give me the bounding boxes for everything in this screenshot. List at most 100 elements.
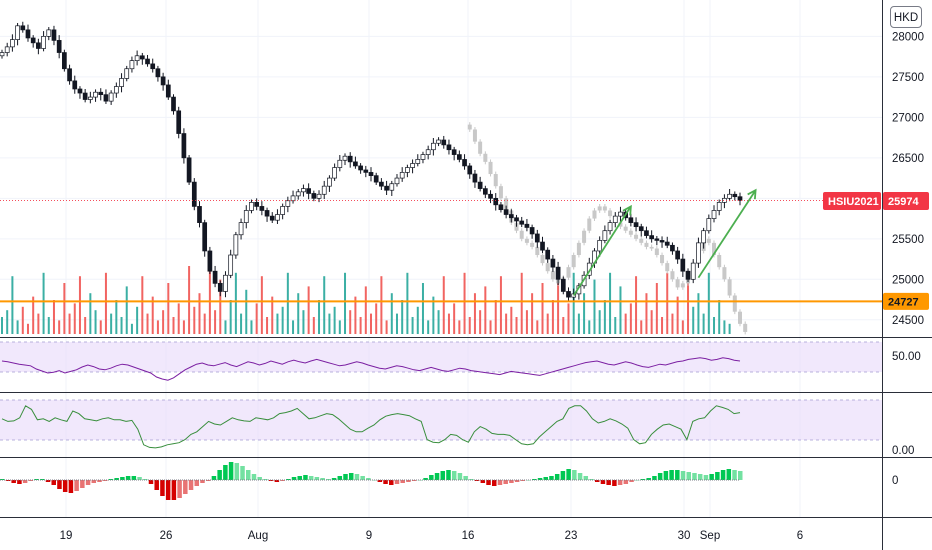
histogram-bar <box>629 480 634 482</box>
candle-body <box>540 241 545 251</box>
candle-body <box>223 274 228 292</box>
histogram-bar <box>354 474 360 480</box>
volume-bar <box>583 293 586 334</box>
candle-body <box>249 202 254 211</box>
candle-body <box>108 92 114 102</box>
volume-bar <box>671 313 674 334</box>
price-candles[interactable] <box>0 21 743 302</box>
candle-body <box>139 55 145 60</box>
candle-body <box>20 25 26 31</box>
candle-body <box>327 177 332 187</box>
grey-candle <box>738 311 742 324</box>
candle-body <box>301 188 306 193</box>
hist-axis-label: 0 <box>892 475 898 487</box>
volume-bar <box>728 323 731 334</box>
histogram-bar <box>606 480 611 485</box>
volume-bar <box>557 276 560 334</box>
histogram-bar <box>726 469 732 480</box>
osc2-axis-label: 0.00 <box>892 445 914 457</box>
histogram-bar <box>446 470 451 480</box>
candle-body <box>701 230 706 244</box>
candle-body <box>347 155 353 163</box>
candle-body <box>399 172 405 179</box>
volume-bar <box>203 313 206 334</box>
volume-bar <box>162 310 165 334</box>
candle-body <box>545 249 551 260</box>
grey-candle <box>618 222 623 227</box>
time-axis[interactable]: 19 26 Aug 9 16 23 30 Sep 6 <box>60 530 804 542</box>
grey-candle <box>576 242 581 256</box>
volume-bar <box>650 310 653 334</box>
grey-candle <box>717 255 722 268</box>
volume-bar <box>16 320 19 334</box>
histogram-bar <box>80 480 85 488</box>
volume-bar <box>546 313 549 334</box>
grey-candle <box>498 186 503 199</box>
histogram-bars[interactable] <box>0 462 743 500</box>
volume-bar <box>349 310 352 334</box>
histogram-bar <box>171 480 177 500</box>
volume-bar <box>520 272 523 334</box>
volume-bars <box>1 266 731 334</box>
candle-body <box>457 154 462 160</box>
grey-candle <box>467 124 472 130</box>
grey-candle <box>550 271 555 280</box>
volume-bar <box>380 276 383 334</box>
volume-bar <box>687 276 690 334</box>
volume-bar <box>593 279 596 334</box>
volume-bar <box>567 303 570 334</box>
price-axis[interactable]: 2800027500270002650026000255002500024500 <box>892 31 924 326</box>
histogram-bar <box>652 476 657 480</box>
histogram-bar <box>709 474 714 480</box>
histogram-bar <box>11 480 16 483</box>
volume-bar <box>177 303 180 334</box>
histogram-bar <box>703 475 709 480</box>
oscillator-1-line[interactable] <box>1 357 741 381</box>
candle-body <box>129 60 135 70</box>
oscillator-2-line[interactable] <box>1 405 741 449</box>
volume-bar <box>406 272 409 334</box>
histogram-bar <box>268 480 274 481</box>
histogram-bar <box>612 480 617 486</box>
histogram-bar <box>423 478 428 480</box>
last-price-tag-bg <box>883 192 929 210</box>
date-tick-label: 6 <box>797 530 803 542</box>
volume-bar <box>499 276 502 334</box>
candle-body <box>202 222 208 252</box>
candle-body <box>451 149 457 155</box>
histogram-bar <box>692 473 697 480</box>
histogram-bar <box>549 476 554 480</box>
candle-body <box>176 110 182 134</box>
candle-body <box>628 217 634 223</box>
candle-body <box>711 210 717 219</box>
volume-bar <box>723 320 726 334</box>
candle-body <box>410 163 415 168</box>
candle-body <box>379 181 384 187</box>
histogram-bar <box>263 479 268 480</box>
candle-body <box>207 250 213 272</box>
histogram-bar <box>417 480 423 481</box>
histogram-bar <box>143 479 148 480</box>
histogram-bar <box>389 480 394 485</box>
candle-body <box>88 96 93 100</box>
volume-bar <box>676 296 679 334</box>
histogram-bar <box>429 475 434 480</box>
volume-bar <box>364 286 367 334</box>
hkd-currency-badge[interactable]: HKD <box>890 6 922 28</box>
candle-body <box>680 258 686 272</box>
trend-arrows[interactable] <box>572 188 757 296</box>
volume-bar <box>240 313 243 334</box>
candle-body <box>124 68 130 79</box>
volume-bar <box>302 310 305 334</box>
histogram-bar <box>160 480 165 496</box>
histogram-bar <box>451 471 457 480</box>
candle-body <box>56 40 62 53</box>
volume-bar <box>661 317 664 334</box>
volume-bar <box>1 317 3 334</box>
histogram-bar <box>314 477 320 480</box>
candle-body <box>638 226 644 232</box>
volume-bar <box>390 293 393 334</box>
volume-bar <box>37 313 40 334</box>
grey-candle <box>472 129 477 142</box>
